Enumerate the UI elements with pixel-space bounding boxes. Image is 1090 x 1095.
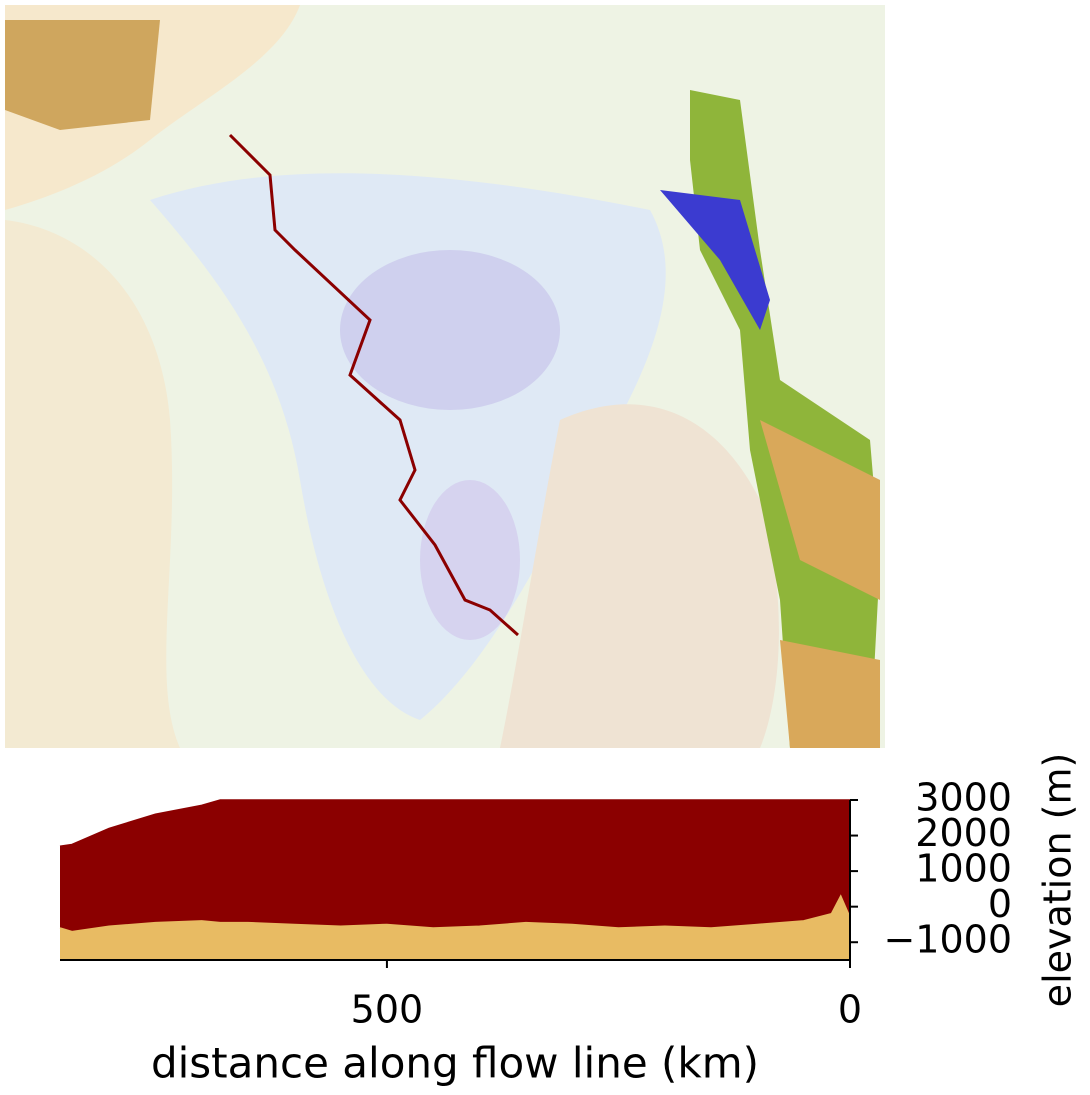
map-ice-dome [420, 480, 520, 640]
y-axis-label: elevation (m) [1036, 753, 1080, 1008]
y-tick-label: 3000 [915, 776, 1012, 820]
x-tick-label: 0 [838, 988, 862, 1032]
map [5, 5, 885, 748]
x-axis-label: distance along flow line (km) [151, 1039, 759, 1088]
figure: distance along flow line (km) elevation … [0, 0, 1090, 1095]
x-tick-label: 500 [351, 988, 424, 1032]
map-ice-dome [340, 250, 560, 410]
map-highland [5, 20, 160, 130]
page: distance along flow line (km) elevation … [0, 0, 1090, 1095]
